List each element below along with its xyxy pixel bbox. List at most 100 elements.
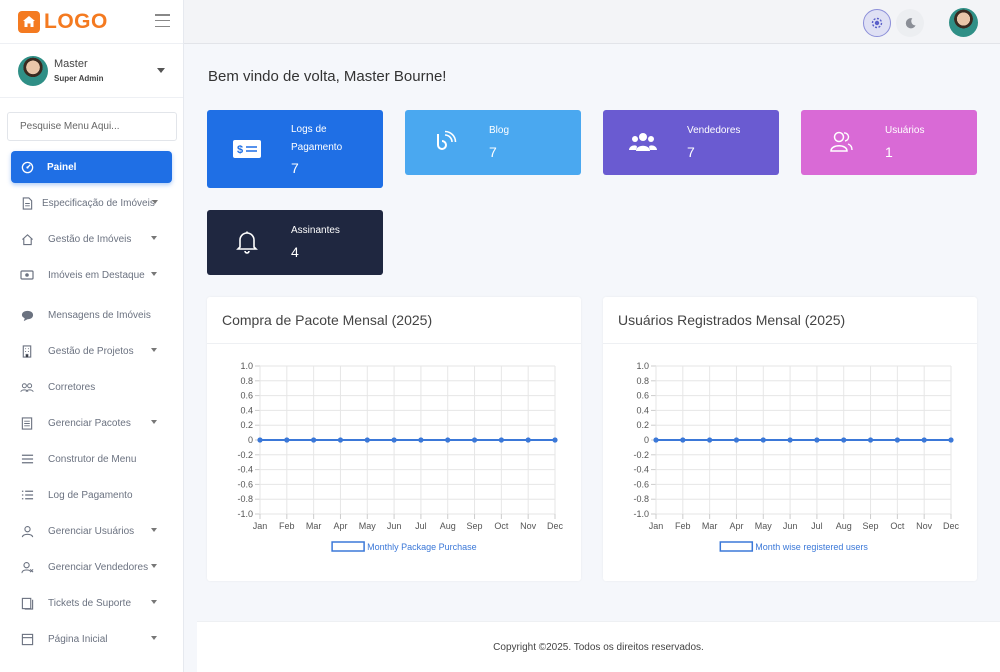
sidebar-item-label: Corretores — [48, 381, 96, 393]
sidebar-item[interactable]: Corretores — [0, 369, 183, 405]
ticket-icon — [20, 596, 34, 610]
dark-mode-moon-icon[interactable] — [896, 9, 924, 37]
sidebar-item[interactable]: Imóveis em Destaque — [0, 257, 183, 293]
y-tick-label: 0.2 — [636, 420, 649, 430]
y-tick-label: 0.6 — [240, 391, 253, 401]
dashboard-icon — [20, 160, 34, 174]
data-point — [707, 437, 713, 443]
x-tick-label: Nov — [520, 521, 537, 531]
sidebar-item[interactable]: Mensagens de Imóveis — [0, 297, 183, 333]
stat-card-label: Vendedores — [687, 125, 741, 136]
rss-icon — [429, 126, 461, 158]
chevron-down-icon[interactable] — [157, 68, 165, 73]
x-tick-label: Feb — [279, 521, 295, 531]
avatar — [18, 55, 48, 86]
sidebar-item[interactable]: Log de Pagamento — [0, 477, 183, 513]
x-tick-label: Apr — [729, 521, 743, 531]
x-tick-label: Feb — [675, 521, 691, 531]
theme-settings-icon[interactable] — [863, 9, 891, 37]
data-point — [733, 437, 740, 443]
stat-card[interactable]: Vendedores 7 — [603, 110, 779, 175]
data-point — [948, 437, 954, 443]
y-tick-label: -1.0 — [237, 509, 253, 519]
stat-card[interactable]: Assinantes 4 — [207, 210, 383, 275]
stat-card-value: 7 — [687, 144, 695, 160]
data-point — [760, 437, 766, 443]
chevron-down-icon — [151, 564, 157, 568]
sidebar-item-label: Imóveis em Destaque — [48, 269, 145, 281]
data-point — [418, 437, 424, 443]
x-tick-label: Aug — [836, 521, 852, 531]
stat-card-label: Assinantes — [291, 225, 340, 236]
chart-title: Compra de Pacote Mensal (2025) — [222, 312, 433, 328]
user-outline-icon — [825, 126, 857, 158]
data-point — [337, 437, 344, 443]
sidebar-item[interactable]: Tickets de Suporte — [0, 585, 183, 621]
data-point — [653, 437, 659, 443]
y-tick-label: 1.0 — [240, 361, 253, 371]
sidebar-item[interactable]: Construtor de Menu — [0, 441, 183, 477]
data-point — [311, 437, 317, 443]
user-profile[interactable]: Master Super Admin — [0, 44, 183, 98]
legend-label: Monthly Package Purchase — [367, 542, 477, 552]
x-tick-label: Jul — [811, 521, 823, 531]
sidebar-item[interactable]: Especificação de Imóveis — [0, 185, 183, 221]
stat-card-value: 7 — [489, 144, 497, 160]
user-icon — [20, 524, 34, 538]
x-tick-label: Oct — [494, 521, 509, 531]
y-tick-label: 0 — [644, 435, 649, 445]
sidebar-item[interactable]: Gerenciar Pacotes — [0, 405, 183, 441]
featured-icon — [20, 268, 34, 282]
sidebar-item[interactable]: Gestão de Imóveis — [0, 221, 183, 257]
group-icon — [627, 126, 659, 158]
registered-users-chart-panel: Usuários Registrados Mensal (2025) 1.0 0.… — [603, 297, 977, 581]
stat-card[interactable]: $ Logs de Pagamento 7 — [207, 110, 383, 188]
sidebar-item-label: Gestão de Imóveis — [48, 233, 132, 245]
y-tick-label: 0.2 — [240, 420, 253, 430]
stat-card[interactable]: Blog 7 — [405, 110, 581, 175]
sidebar-item-label: Mensagens de Imóveis — [48, 309, 151, 321]
y-tick-label: 0.4 — [240, 405, 253, 415]
y-tick-label: -0.2 — [237, 450, 253, 460]
sidebar-item[interactable]: Painel — [11, 151, 172, 183]
sidebar-item-label: Log de Pagamento — [48, 489, 133, 501]
logo-text: LOGO — [44, 9, 108, 33]
stat-card-label: Usuários — [885, 125, 925, 136]
menu-search-input[interactable] — [7, 112, 177, 141]
sidebar-item[interactable]: Gestão de Projetos — [0, 333, 183, 369]
sidebar-item[interactable]: Gerenciar Vendedores — [0, 549, 183, 585]
x-tick-label: Jan — [649, 521, 664, 531]
data-point — [498, 437, 504, 443]
hamburger-menu-icon[interactable] — [155, 14, 170, 27]
document-icon — [20, 196, 34, 210]
stat-card[interactable]: Usuários 1 — [801, 110, 977, 175]
sidebar: LOGO Master Super Admin Painel Especifica… — [0, 0, 184, 672]
x-tick-label: Apr — [333, 521, 347, 531]
data-point — [525, 437, 531, 443]
chevron-down-icon — [152, 200, 158, 204]
topbar-avatar[interactable] — [949, 8, 978, 37]
chevron-down-icon — [151, 420, 157, 424]
stat-card-value: 7 — [291, 160, 299, 176]
sidebar-item[interactable]: Página Inicial — [0, 621, 183, 657]
y-tick-label: 0.8 — [240, 376, 253, 386]
building-icon — [20, 344, 34, 358]
sidebar-menu: Painel Especificação de Imóveis Gestão de … — [0, 151, 183, 657]
users-icon — [20, 380, 34, 394]
svg-text:$: $ — [237, 144, 243, 156]
y-tick-label: 0 — [248, 435, 253, 445]
chevron-down-icon — [151, 528, 157, 532]
page-icon — [20, 632, 34, 646]
y-tick-label: 0.6 — [636, 391, 649, 401]
brand: LOGO — [0, 0, 183, 44]
x-tick-label: Mar — [306, 521, 322, 531]
legend-swatch — [331, 541, 365, 552]
data-point — [471, 437, 478, 443]
list-icon — [20, 416, 34, 430]
sidebar-item[interactable]: Gerenciar Usuários — [0, 513, 183, 549]
sidebar-item-label: Gestão de Projetos — [48, 345, 134, 357]
x-tick-label: Oct — [890, 521, 905, 531]
stat-card-label: Blog — [489, 125, 510, 136]
